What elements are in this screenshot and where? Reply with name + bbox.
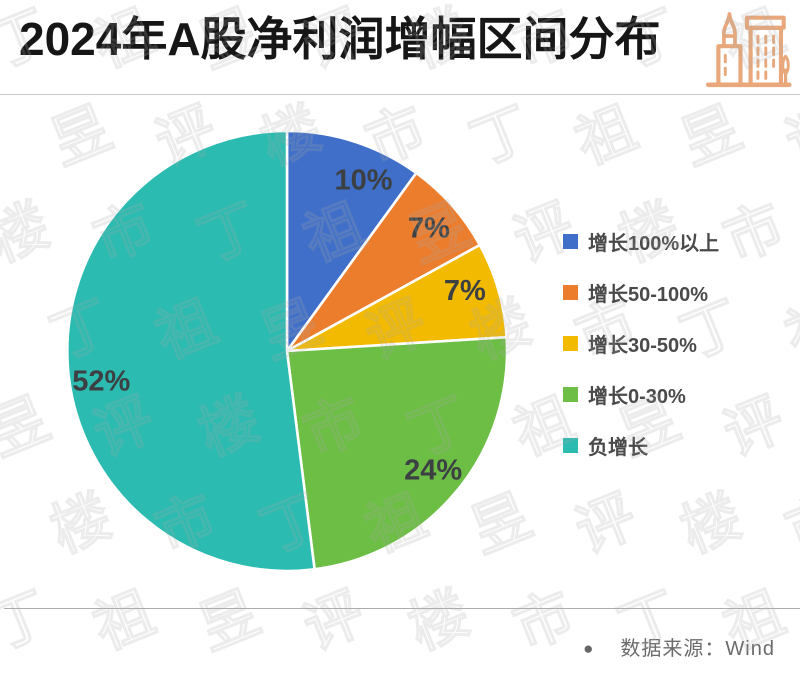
watermark-glyph: 楼 — [0, 191, 59, 275]
watermark-glyph: 祖 — [84, 579, 164, 663]
legend-swatch-icon — [563, 336, 578, 351]
buildings-icon — [705, 12, 792, 88]
footer-divider — [4, 608, 800, 609]
watermark-glyph: 祖 — [776, 288, 800, 372]
watermark-glyph: 评 — [714, 385, 794, 469]
legend-label: 负增长 — [588, 437, 648, 459]
pie-slice-0[interactable] — [285, 129, 418, 353]
pie-value-label: 7% — [408, 213, 450, 245]
pie-value-label: 10% — [334, 164, 392, 196]
legend-item-3[interactable]: 增长0-30% — [563, 382, 719, 408]
watermark-glyph: 市 — [776, 482, 800, 566]
dot-icon: ● — [583, 639, 594, 658]
legend-item-4[interactable]: 负增长 — [563, 433, 719, 459]
pie-slice-3[interactable] — [285, 335, 509, 571]
legend-item-1[interactable]: 增长50-100% — [563, 280, 719, 306]
legend-swatch-icon — [563, 285, 578, 300]
page-title: 2024年A股净利润增幅区间分布 — [19, 13, 661, 65]
pie-value-label: 7% — [444, 275, 486, 307]
pie-value-label: 52% — [72, 365, 130, 397]
pie-slice-4[interactable] — [66, 129, 316, 573]
buildings-icon-strokes — [705, 12, 792, 88]
data-source-label: 数据来源：Wind — [620, 638, 775, 660]
legend-item-2[interactable]: 增长30-50% — [563, 331, 719, 357]
watermark-glyph: 评 — [294, 579, 374, 663]
legend-label: 增长100%以上 — [588, 233, 720, 255]
watermark-glyph: 评 — [566, 482, 646, 566]
watermark-glyph: 评 — [776, 94, 800, 178]
legend-swatch-icon — [563, 438, 578, 453]
legend-label: 增长50-100% — [588, 284, 709, 306]
legend-swatch-icon — [563, 387, 578, 402]
watermark-glyph: 祖 — [566, 94, 646, 178]
data-source: ● 数据来源：Wind — [583, 636, 775, 662]
watermark-glyph: 市 — [504, 579, 584, 663]
watermark-glyph: 丁 — [0, 579, 59, 663]
watermark-glyph: 市 — [714, 191, 794, 275]
legend-swatch-icon — [563, 234, 578, 249]
header: 2024年A股净利润增幅区间分布 — [0, 0, 800, 95]
pie-value-label: 24% — [404, 454, 462, 486]
legend-label: 增长0-30% — [588, 386, 686, 408]
legend-item-0[interactable]: 增长100%以上 — [563, 229, 720, 255]
watermark-glyph: 昱 — [0, 385, 59, 469]
pie-svg: 10% 7% 7% 24% 52% — [66, 129, 509, 573]
chart-legend: 增长100%以上 增长50-100% 增长30-50% 增长0-30% 负增长 — [563, 229, 719, 484]
watermark-glyph: 楼 — [399, 579, 479, 663]
pie-chart: 10% 7% 7% 24% 52% — [57, 121, 517, 581]
watermark-glyph: 昱 — [671, 94, 751, 178]
legend-label: 增长30-50% — [588, 335, 697, 357]
watermark-glyph: 昱 — [189, 579, 269, 663]
watermark-glyph: 楼 — [671, 482, 751, 566]
